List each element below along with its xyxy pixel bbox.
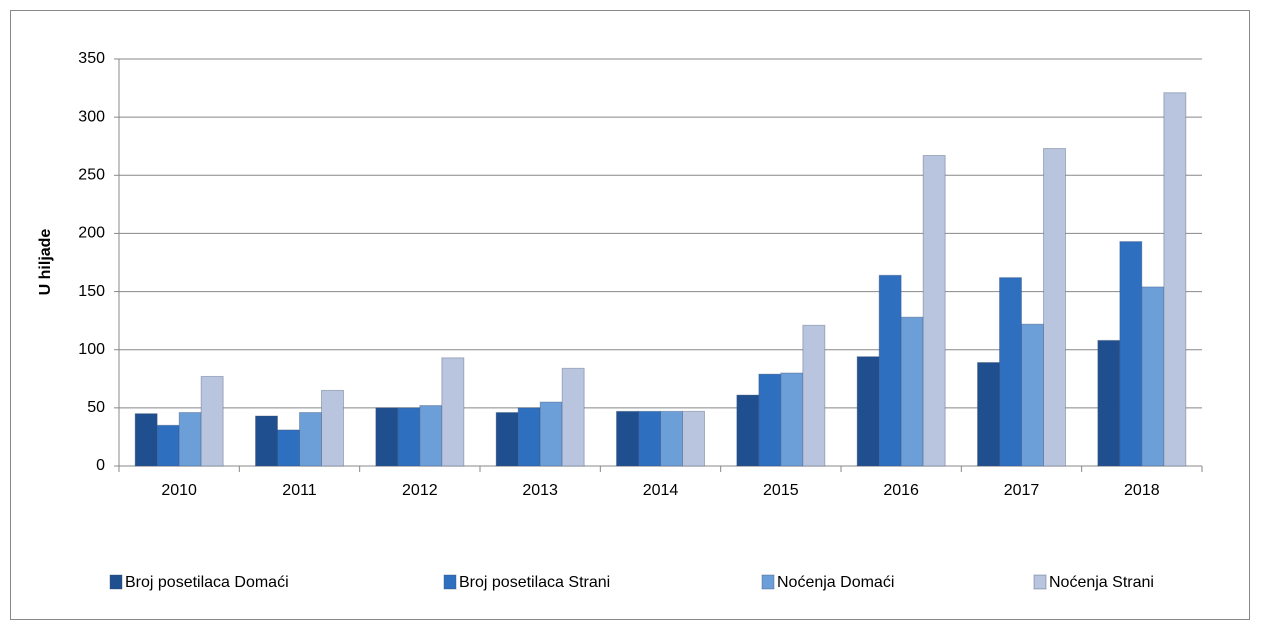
bar xyxy=(638,410,661,467)
y-tick-label: 200 xyxy=(78,225,105,242)
bar xyxy=(878,274,902,467)
x-tick-label: 2012 xyxy=(402,482,438,499)
x-tick-label: 2015 xyxy=(763,482,799,499)
x-tick-label: 2016 xyxy=(883,482,919,499)
bar xyxy=(758,373,782,467)
bar xyxy=(1021,323,1044,467)
y-tick-label: 250 xyxy=(78,167,105,184)
bar xyxy=(495,412,519,467)
bar xyxy=(900,316,924,467)
bar xyxy=(397,407,421,467)
bar xyxy=(441,357,465,467)
bar xyxy=(1043,148,1066,467)
y-tick-label: 300 xyxy=(78,108,105,125)
bar xyxy=(1163,92,1187,467)
y-tick-label: 50 xyxy=(87,399,105,416)
x-tick-label: 2018 xyxy=(1124,482,1160,499)
x-tick-label: 2017 xyxy=(1004,482,1040,499)
bar xyxy=(922,155,946,467)
chart-border xyxy=(10,10,1250,620)
y-axis-label: U hiljade xyxy=(37,229,54,296)
legend-swatch xyxy=(443,574,457,590)
bar xyxy=(1119,241,1143,467)
bar xyxy=(999,277,1022,467)
bar xyxy=(299,412,322,467)
bar xyxy=(616,410,639,467)
y-tick-label: 0 xyxy=(96,457,105,474)
bar xyxy=(660,410,683,467)
bar xyxy=(156,424,180,467)
legend-label: Broj posetilaca Strani xyxy=(459,574,610,591)
bar xyxy=(134,413,158,467)
x-tick-label: 2011 xyxy=(282,482,317,499)
legend-swatch xyxy=(109,574,123,590)
bar xyxy=(780,372,804,467)
bar xyxy=(539,401,563,467)
bar xyxy=(856,356,880,467)
legend-label: Broj posetilaca Domaći xyxy=(125,574,289,591)
bar xyxy=(277,429,300,467)
y-tick-label: 350 xyxy=(78,50,105,67)
bar xyxy=(802,324,826,467)
bar xyxy=(419,405,443,467)
y-tick-label: 150 xyxy=(78,283,105,300)
x-tick-label: 2013 xyxy=(522,482,558,499)
bar xyxy=(1141,286,1165,467)
bar xyxy=(977,362,1000,467)
bar xyxy=(682,410,705,467)
legend-swatch xyxy=(1033,574,1047,590)
bar xyxy=(200,375,224,467)
y-tick-label: 100 xyxy=(78,341,105,358)
x-tick-label: 2014 xyxy=(643,482,679,499)
bar xyxy=(375,407,399,467)
legend-label: Noćenja Domaći xyxy=(777,574,894,591)
bar xyxy=(1097,339,1121,467)
x-tick-label: 2010 xyxy=(161,482,197,499)
legend-swatch xyxy=(761,574,775,590)
bar xyxy=(736,394,760,467)
legend-label: Noćenja Strani xyxy=(1049,574,1154,591)
bar xyxy=(255,415,278,467)
bar xyxy=(321,389,344,467)
bar xyxy=(178,412,202,467)
bar xyxy=(561,367,585,467)
bar xyxy=(517,407,541,467)
